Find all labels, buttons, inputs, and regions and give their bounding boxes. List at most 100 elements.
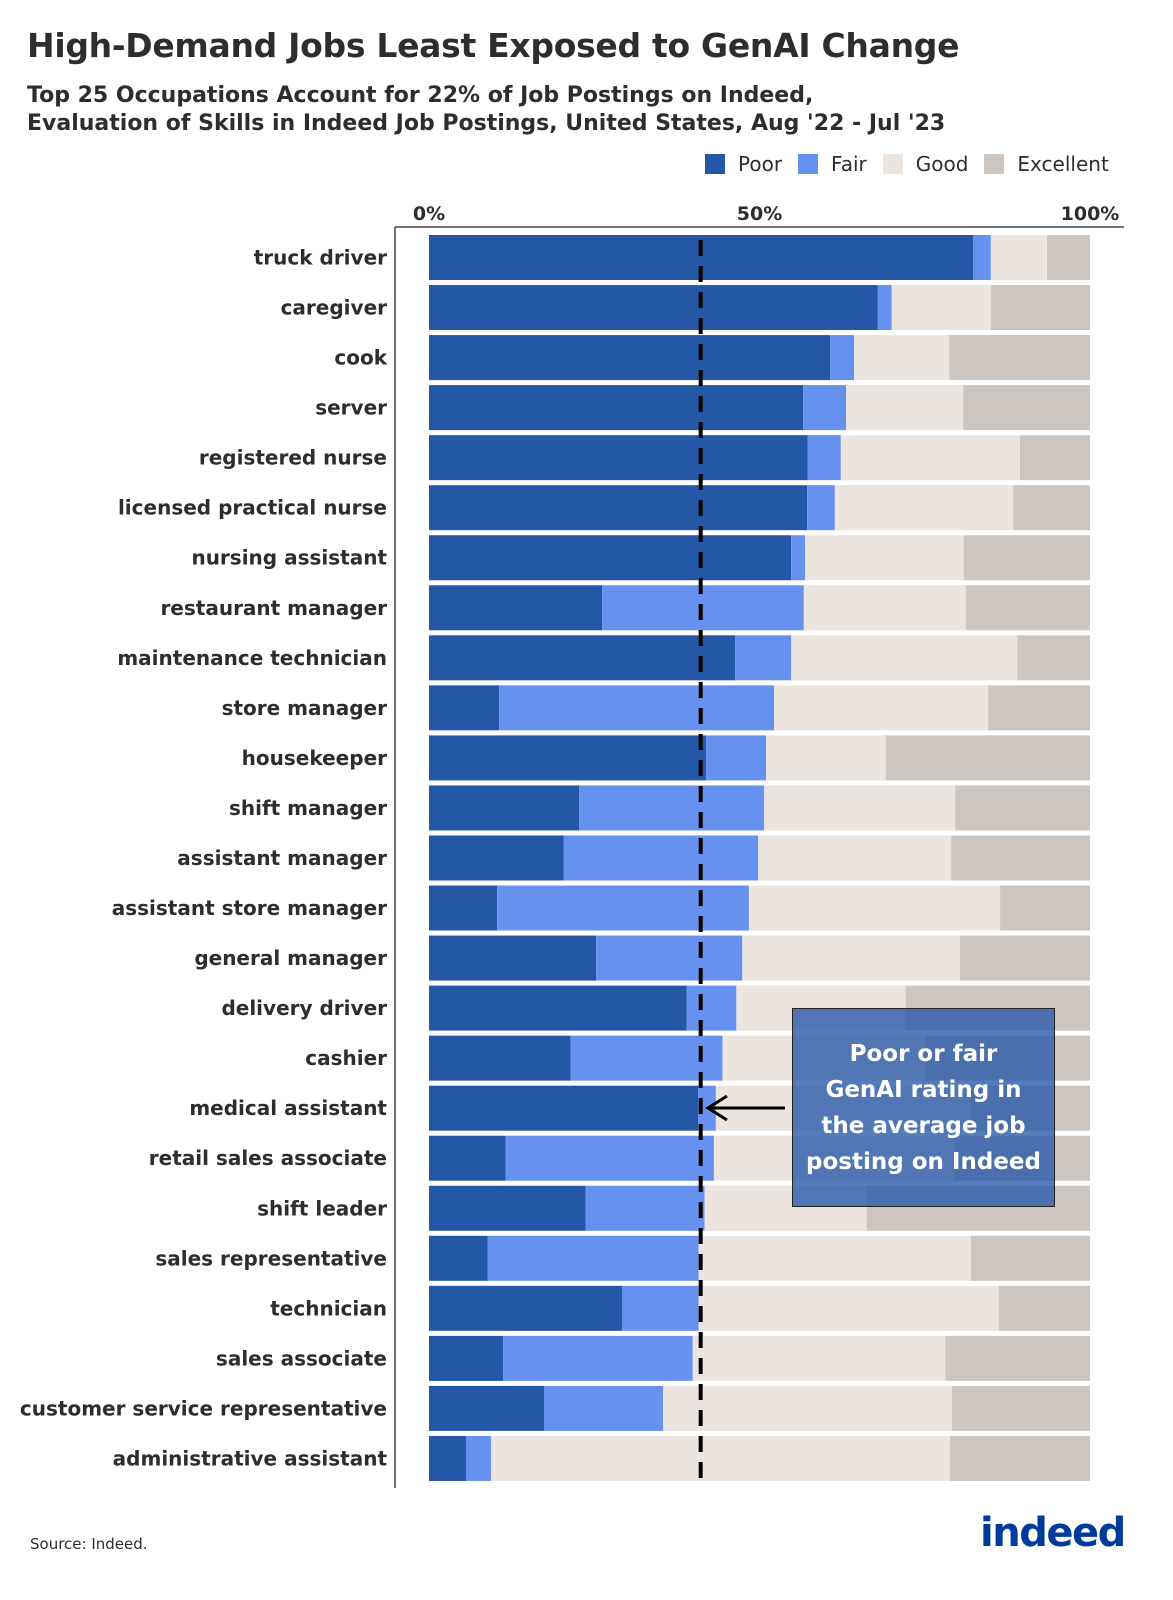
bar-segment-poor (429, 1185, 586, 1231)
bar-segment-good (758, 835, 952, 881)
legend-label-excellent: Excellent (1017, 152, 1109, 176)
legend-item-poor: Poor (705, 152, 782, 176)
bar-segment-poor (429, 435, 808, 481)
logo-text: indeed (980, 1510, 1126, 1556)
bar-segment-poor (429, 885, 498, 931)
category-label: technician (270, 1296, 387, 1320)
bar-segment-good (846, 385, 964, 431)
legend-item-excellent: Excellent (984, 152, 1109, 176)
bar-segment-excellent (1047, 235, 1090, 280)
legend-label-fair: Fair (831, 152, 867, 176)
bar-segment-poor (429, 735, 706, 781)
bar-segment-excellent (959, 935, 1090, 981)
bar-segment-good (854, 335, 950, 381)
bar-segment-fair (503, 1335, 693, 1381)
bar-segment-fair (973, 235, 991, 280)
bar-segment-fair (791, 535, 806, 581)
bar-segment-excellent (955, 785, 1090, 831)
bar-segment-good (803, 585, 966, 631)
bar-segment-fair (807, 435, 841, 481)
bar-segment-poor (429, 985, 687, 1031)
bar-segment-fair (487, 1235, 699, 1281)
bar-segment-fair (497, 885, 749, 931)
bar-segment-poor (429, 1235, 488, 1281)
bar-segment-poor (429, 385, 804, 431)
bar-segment-poor (429, 1385, 545, 1431)
indeed-logo: indeed (980, 1510, 1126, 1556)
legend: Poor Fair Good Excellent (705, 152, 1125, 176)
bar-segment-fair (563, 835, 759, 881)
bar-segment-good (805, 535, 964, 581)
bar-segment-poor (429, 635, 736, 681)
legend-label-good: Good (915, 152, 969, 176)
category-label: general manager (194, 946, 387, 970)
bar-segment-fair (803, 385, 847, 431)
bar-segment-good (491, 1435, 950, 1481)
bar-segment-fair (735, 635, 792, 681)
category-label: assistant manager (177, 846, 387, 870)
bar-segment-excellent (965, 585, 1090, 631)
legend-swatch-poor (705, 154, 725, 174)
category-label: registered nurse (199, 446, 387, 470)
bar-segment-fair (807, 485, 835, 531)
chart-subtitle: Top 25 Occupations Account for 22% of Jo… (27, 82, 945, 138)
category-label: shift manager (229, 796, 387, 820)
bar-segment-good (692, 1335, 946, 1381)
bar-segment-excellent (971, 1235, 1090, 1281)
bar-segment-fair (877, 285, 892, 331)
bar-segment-good (698, 1285, 999, 1331)
bar-segment-fair (544, 1385, 663, 1431)
bar-segment-excellent (998, 1285, 1090, 1331)
legend-swatch-good (882, 154, 903, 174)
category-label: customer service representative (20, 1396, 387, 1420)
bar-segment-good (834, 485, 1014, 531)
bar-segment-fair (602, 585, 804, 631)
bar-segment-good (742, 935, 960, 981)
category-label: cashier (305, 1046, 387, 1070)
source-note: Source: Indeed. (30, 1535, 148, 1553)
category-label: housekeeper (242, 746, 387, 770)
bar-segment-excellent (945, 1335, 1090, 1381)
bar-segment-excellent (990, 285, 1090, 331)
subtitle-line-2: Evaluation of Skills in Indeed Job Posti… (27, 111, 946, 136)
legend-item-fair: Fair (798, 152, 867, 176)
category-label: restaurant manager (160, 596, 387, 620)
bar-segment-fair (686, 985, 737, 1031)
bar-segment-poor (429, 585, 603, 631)
category-label: medical assistant (189, 1096, 387, 1120)
bar-segment-excellent (1000, 885, 1090, 931)
bar-segment-good (748, 885, 1001, 931)
category-label: truck driver (254, 246, 387, 270)
bar-segment-fair (505, 1135, 714, 1181)
bar-segment-poor (429, 935, 597, 981)
bar-segment-excellent (963, 535, 1090, 581)
category-label: retail sales associate (149, 1146, 387, 1170)
bar-segment-good (698, 1235, 972, 1281)
chart-title: High-Demand Jobs Least Exposed to GenAI … (27, 26, 960, 65)
category-label: licensed practical nurse (118, 496, 387, 520)
x-tick-label: 100% (1061, 203, 1120, 225)
x-tick-label: 50% (737, 203, 782, 225)
subtitle-line-1: Top 25 Occupations Account for 22% of Jo… (27, 83, 814, 108)
category-label: maintenance technician (117, 646, 387, 670)
bar-segment-excellent (885, 735, 1090, 781)
bar-segment-good (774, 685, 989, 731)
bar-segment-excellent (1017, 635, 1090, 681)
category-label: delivery driver (221, 996, 387, 1020)
bar-segment-excellent (1013, 485, 1090, 531)
annotation-box: Poor or fair GenAI rating in the average… (792, 1008, 1055, 1207)
bar-segment-poor (429, 685, 500, 731)
bar-segment-fair (570, 1035, 723, 1081)
category-label: store manager (222, 696, 388, 720)
bar-segment-poor (429, 285, 878, 331)
bar-segment-fair (499, 685, 775, 731)
bar-segment-poor (429, 335, 831, 381)
bar-segment-good (662, 1385, 952, 1431)
bar-segment-excellent (988, 685, 1090, 731)
bar-segment-poor (429, 1085, 699, 1131)
legend-swatch-excellent (984, 154, 1005, 174)
bar-segment-fair (705, 735, 767, 781)
category-label: sales representative (155, 1246, 387, 1270)
category-label: administrative assistant (113, 1446, 388, 1470)
bar-segment-poor (429, 1335, 504, 1381)
